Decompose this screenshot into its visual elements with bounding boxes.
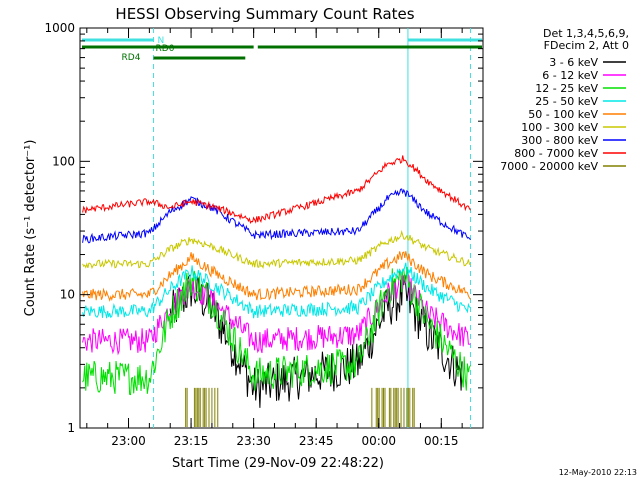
flag-label-rd4: RD4 <box>122 53 141 63</box>
legend-label-8: 7000 - 20000 keV <box>500 160 598 173</box>
x-tick-label: 23:45 <box>299 434 334 448</box>
x-tick-label: 23:30 <box>236 434 271 448</box>
series-line-4 <box>82 251 471 302</box>
x-tick-label: 00:15 <box>424 434 459 448</box>
legend-label-7: 800 - 7000 keV <box>514 147 598 160</box>
series-line-3 <box>82 262 471 319</box>
series-line-6 <box>82 188 471 244</box>
x-axis-label: Start Time (29-Nov-09 22:48:22) <box>172 456 384 471</box>
y-tick-label: 1 <box>67 421 75 435</box>
x-tick-label: 23:15 <box>174 434 209 448</box>
legend-header-1: Det 1,3,4,5,6,9, <box>543 27 629 40</box>
footer-date: 12-May-2010 22:13 <box>559 468 637 477</box>
legend-header-2: FDecim 2, Att 0 <box>544 39 629 52</box>
x-tick-label: 23:00 <box>111 434 146 448</box>
flag-label-n: N <box>158 36 165 46</box>
x-tick-label: 00:00 <box>361 434 396 448</box>
y-tick-label: 1000 <box>44 21 75 35</box>
legend-label-5: 100 - 300 keV <box>521 121 598 134</box>
series-line-1 <box>82 269 471 356</box>
series-line-7 <box>82 155 471 224</box>
chart-title: HESSI Observing Summary Count Rates <box>115 5 414 23</box>
legend-label-6: 300 - 800 keV <box>521 134 598 147</box>
series-line-2 <box>82 266 471 396</box>
y-axis-label-text: Count Rate (s⁻¹ detector⁻¹) <box>23 140 38 317</box>
legend-label-0: 3 - 6 keV <box>549 56 598 69</box>
legend: Det 1,3,4,5,6,9, FDecim 2, Att 0 <box>543 27 629 52</box>
series-line-0 <box>169 274 463 408</box>
legend-label-4: 50 - 100 keV <box>528 108 598 121</box>
y-tick-label: 10 <box>60 288 75 302</box>
y-tick-label: 100 <box>52 154 75 168</box>
flag-label-rd0: RD0 <box>156 44 175 54</box>
legend-label-3: 25 - 50 keV <box>535 95 598 108</box>
legend-label-1: 6 - 12 keV <box>542 69 598 82</box>
series-line-5 <box>82 229 471 270</box>
plot-frame <box>79 27 484 429</box>
legend-label-2: 12 - 25 keV <box>535 82 598 95</box>
y-axis-label: Count Rate (s⁻¹ detector⁻¹) <box>23 140 38 317</box>
